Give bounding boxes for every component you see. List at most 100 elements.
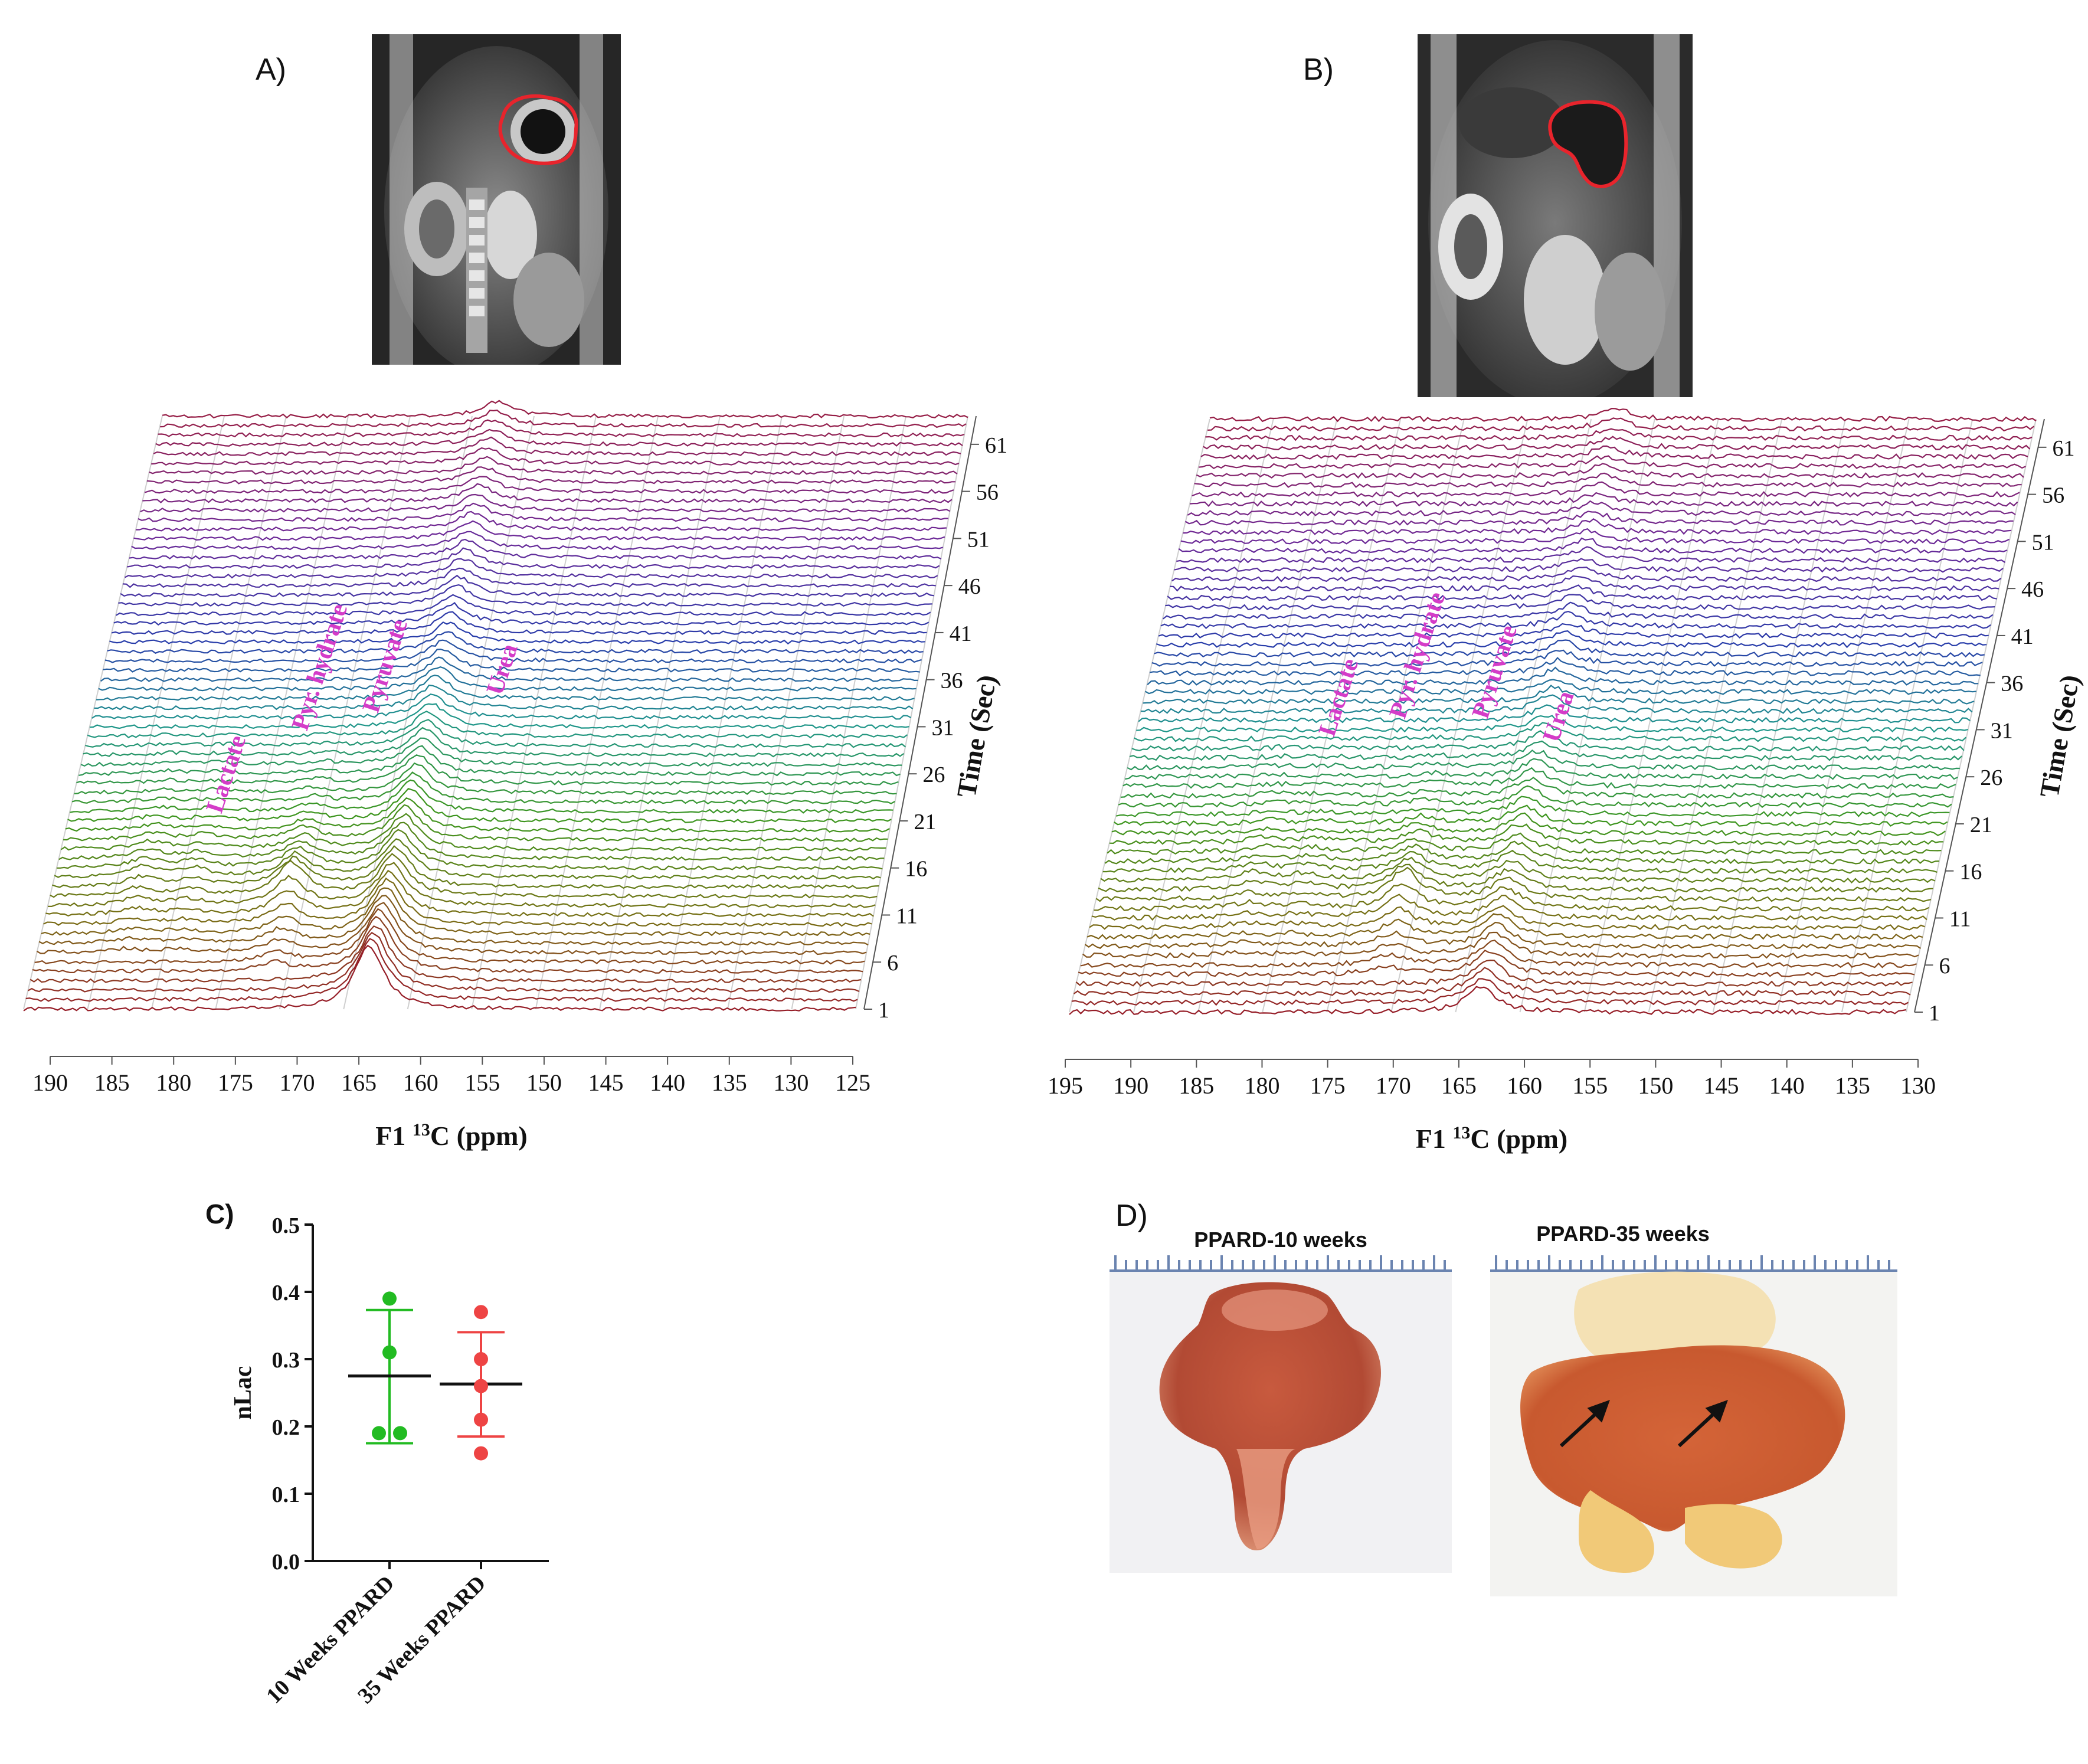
- spectrum-trace: [27, 932, 860, 993]
- spectrum-trace: [1091, 894, 1927, 921]
- spectrum-trace: [125, 558, 938, 579]
- x-tick-label: 155: [464, 1069, 500, 1096]
- spectrum-trace: [151, 447, 960, 466]
- photo-35-weeks-image: [1490, 1255, 1897, 1596]
- time-tick-label: 46: [2021, 577, 2044, 602]
- spectrum-trace: [36, 902, 867, 955]
- ruler-right: [1490, 1255, 1897, 1272]
- spectrum-trace: [1086, 913, 1923, 940]
- spectrum-trace: [1154, 639, 1985, 658]
- time-tick-label: 51: [2032, 530, 2054, 555]
- spectrum-trace: [76, 754, 899, 786]
- spectrum-trace: [52, 845, 879, 889]
- y-tick-label: 0.3: [272, 1348, 300, 1373]
- spectrum-trace: [127, 547, 940, 570]
- spectrum-trace: [144, 476, 954, 494]
- spectrum-trace: [43, 877, 872, 927]
- x-tick-label: 135: [1835, 1072, 1870, 1099]
- y-tick-label: 0.5: [272, 1213, 300, 1238]
- data-point: [382, 1291, 397, 1306]
- spectrum-trace: [71, 771, 895, 805]
- spectrum-trace: [1134, 722, 1967, 742]
- spectrum-trace: [1209, 407, 2037, 423]
- peak-label: Pyr. hydrate: [287, 600, 353, 734]
- spectrum-trace: [1118, 785, 1952, 809]
- spectrum-trace: [96, 675, 915, 701]
- spectrum-trace: [104, 639, 922, 663]
- scatter-axes: 0.0 0.1 0.2 0.3 0.4 0.5 nLac: [230, 1213, 549, 1575]
- photo-10-weeks-caption: PPARD-10 weeks: [1194, 1228, 1367, 1252]
- x-tick-label: 170: [279, 1069, 315, 1096]
- spectrum-trace: [1144, 679, 1976, 695]
- spectrum-trace: [1107, 832, 1942, 855]
- x-tick-label: 165: [1441, 1072, 1477, 1099]
- spectrum-trace: [1200, 445, 2028, 460]
- x-tick-label: 140: [650, 1069, 685, 1096]
- time-tick-label: 16: [1959, 860, 1982, 885]
- spectrum-trace: [1194, 472, 2022, 488]
- spectrum-trace: [1184, 510, 2014, 526]
- spectrum-trace: [1095, 866, 1932, 902]
- spectrum-trace: [74, 762, 897, 796]
- spectrum-trace: [1158, 623, 1989, 639]
- spectrum-trace: [100, 656, 918, 682]
- spectrum-trace: [1125, 758, 1958, 780]
- spectrum-b: 195 190 185 180 175 170 165 160 155 150 145 140 135 1…: [1039, 390, 2088, 1169]
- spectrum-trace: [160, 410, 967, 428]
- panel-a-label: A): [256, 53, 286, 87]
- x-tick-label: 125: [835, 1069, 870, 1096]
- spectrum-trace: [1189, 492, 2018, 508]
- spectrum-trace: [103, 649, 920, 673]
- spectrum-trace: [146, 466, 955, 485]
- arrow-2: [1677, 1409, 1719, 1448]
- time-tick-label: 41: [2011, 624, 2034, 649]
- time-tick-label: 61: [985, 433, 1007, 458]
- x-axis: 190 185 180 175 170 165 160 155 150 145 140 135 130 1…: [32, 1056, 870, 1151]
- arrow-2-head: [1705, 1400, 1728, 1423]
- mri-image-a: [372, 34, 621, 365]
- x-axis-label: F1 13C (ppm): [1416, 1123, 1567, 1154]
- spectrum-trace: [149, 456, 958, 475]
- time-tick-label: 51: [967, 527, 990, 552]
- x-tick-label: 145: [1704, 1072, 1739, 1099]
- spectrum-trace: [1102, 849, 1938, 874]
- spectrum-trace: [50, 853, 878, 899]
- x-tick-label: 175: [1310, 1072, 1346, 1099]
- spectrum-trace: [57, 829, 883, 870]
- time-tick-label: 21: [914, 810, 936, 834]
- panel-b-label: B): [1303, 53, 1334, 87]
- peak-label: Lactate: [1314, 655, 1364, 739]
- spectrum-trace: [1180, 528, 2010, 545]
- time-tick-label: 26: [1980, 765, 2002, 790]
- photo-10-weeks-image: [1110, 1255, 1452, 1573]
- time-tick-label: 11: [1949, 906, 1971, 931]
- time-tick-label: 31: [1991, 718, 2013, 743]
- data-point: [382, 1345, 397, 1360]
- spectrum-trace: [1082, 931, 1919, 959]
- spectrum-trace: [142, 483, 953, 503]
- photo-10-weeks: PPARD-10 weeks: [1110, 1228, 1452, 1573]
- y-tick-label: 0.1: [272, 1482, 300, 1507]
- spectrum-trace: [138, 502, 948, 522]
- spectrum-trace: [1203, 436, 2031, 451]
- spectrum-trace: [1165, 594, 1995, 611]
- spectrum-trace: [1176, 546, 2006, 564]
- spectrum-trace: [91, 693, 911, 720]
- spectrum-trace: [63, 804, 888, 842]
- y-tick-label: 0.0: [272, 1550, 300, 1575]
- spectrum-trace: [113, 601, 930, 626]
- time-tick-label: 21: [1970, 813, 1992, 837]
- y-tick-label: 0.2: [272, 1415, 300, 1440]
- spectrum-trace: [1187, 500, 2016, 516]
- spectrum-trace: [1178, 537, 2008, 554]
- data-point: [474, 1446, 488, 1461]
- photo-35-weeks: PPARD-35 weeks: [1487, 1222, 1900, 1599]
- spectrum-traces: [1069, 407, 2037, 1015]
- x-tick-label: 185: [94, 1069, 130, 1096]
- spectrum-b-plot: 195 190 185 180 175 170 165 160 155 150 145 140 135 1…: [1048, 407, 2085, 1154]
- spectrum-trace: [78, 745, 901, 777]
- spectrum-trace: [1120, 777, 1954, 799]
- spectrum-trace: [1073, 967, 1911, 997]
- spectrum-trace: [1138, 704, 1971, 724]
